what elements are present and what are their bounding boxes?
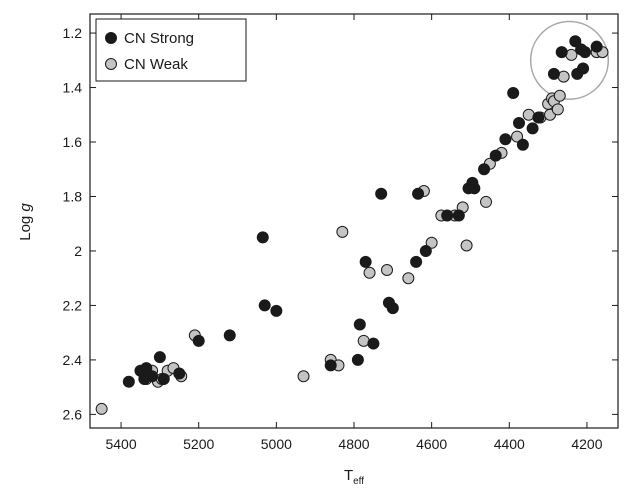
data-point-cn-strong bbox=[353, 318, 366, 331]
data-point-cn-strong bbox=[419, 244, 432, 257]
y-axis-ticks: 1.2 1.4 1.6 1.8 2 2.2 2.4 2.6 bbox=[63, 25, 618, 422]
data-point-cn-strong bbox=[499, 133, 512, 146]
data-point-cn-strong bbox=[157, 372, 170, 385]
data-point-cn-weak bbox=[553, 89, 566, 102]
data-point-cn-strong bbox=[258, 299, 271, 312]
x-tick-label: 4800 bbox=[338, 436, 369, 452]
data-point-cn-strong bbox=[590, 40, 603, 53]
data-point-cn-weak bbox=[425, 236, 438, 249]
data-point-cn-strong bbox=[489, 149, 502, 162]
data-point-cn-strong bbox=[359, 255, 372, 268]
x-tick-label: 4200 bbox=[571, 436, 602, 452]
data-point-cn-strong bbox=[324, 359, 337, 372]
data-point-cn-strong bbox=[555, 46, 568, 59]
legend: CN Strong CN Weak bbox=[95, 18, 247, 82]
data-point-cn-strong bbox=[577, 62, 590, 75]
data-point-cn-strong bbox=[516, 138, 529, 151]
highlight-group bbox=[529, 20, 610, 100]
data-point-cn-strong bbox=[375, 187, 388, 200]
data-point-cn-weak bbox=[480, 195, 492, 208]
y-tick-label: 2.4 bbox=[63, 352, 83, 368]
x-tick-label: 5400 bbox=[105, 436, 136, 452]
data-point-cn-weak bbox=[297, 370, 310, 383]
x-tick-label: 4400 bbox=[494, 436, 525, 452]
y-tick-label: 2 bbox=[74, 243, 82, 259]
data-point-cn-weak bbox=[551, 103, 564, 116]
data-point-cn-strong bbox=[192, 334, 205, 347]
data-point-cn-strong bbox=[569, 35, 582, 48]
legend-label-cn-strong: CN Strong bbox=[124, 30, 194, 47]
y-tick-label: 2.2 bbox=[63, 297, 83, 313]
data-point-cn-strong bbox=[507, 86, 520, 99]
highlight-circle bbox=[529, 20, 610, 100]
data-point-cn-strong bbox=[532, 111, 545, 124]
data-point-cn-strong bbox=[146, 370, 159, 383]
data-point-cn-weak bbox=[336, 225, 349, 238]
data-point-cn-weak bbox=[460, 239, 473, 252]
y-tick-label: 1.6 bbox=[63, 134, 83, 150]
data-point-cn-strong bbox=[367, 337, 380, 350]
data-point-cn-strong bbox=[478, 163, 491, 176]
data-point-cn-strong bbox=[410, 255, 423, 268]
data-point-cn-weak bbox=[363, 266, 376, 279]
data-point-cn-strong bbox=[513, 116, 525, 129]
data-point-cn-strong bbox=[153, 351, 166, 364]
data-point-cn-strong bbox=[412, 187, 425, 200]
data-point-cn-strong bbox=[386, 302, 399, 315]
legend-marker-cn-weak bbox=[105, 58, 117, 70]
data-point-cn-strong bbox=[140, 362, 153, 375]
data-point-cn-weak bbox=[511, 130, 524, 143]
x-tick-label: 5000 bbox=[261, 436, 292, 452]
data-point-cn-strong bbox=[526, 122, 539, 135]
y-tick-label: 1.4 bbox=[63, 80, 83, 96]
data-point-cn-strong bbox=[351, 353, 364, 366]
data-point-cn-weak bbox=[381, 264, 393, 277]
x-tick-label: 4600 bbox=[416, 436, 447, 452]
legend-label-cn-weak: CN Weak bbox=[124, 56, 188, 73]
data-points bbox=[95, 35, 609, 415]
data-point-cn-strong bbox=[452, 209, 465, 222]
legend-box bbox=[95, 18, 247, 82]
y-tick-label: 2.6 bbox=[63, 406, 83, 422]
data-point-cn-weak bbox=[95, 402, 108, 415]
data-point-cn-weak bbox=[402, 272, 415, 285]
y-axis-label: Log g bbox=[17, 203, 34, 241]
data-point-cn-strong bbox=[256, 231, 269, 244]
data-point-cn-strong bbox=[173, 367, 186, 380]
data-point-cn-strong bbox=[547, 67, 560, 80]
data-point-cn-strong bbox=[122, 375, 135, 388]
x-tick-label: 5200 bbox=[183, 436, 214, 452]
x-axis-ticks: 5400 5200 5000 4800 4600 4400 4200 bbox=[105, 14, 603, 452]
y-tick-label: 1.2 bbox=[63, 25, 83, 41]
data-point-cn-strong bbox=[270, 304, 283, 317]
data-point-cn-strong bbox=[223, 329, 236, 342]
x-axis-label: Teff bbox=[344, 467, 364, 487]
legend-marker-cn-strong bbox=[105, 32, 117, 44]
data-point-cn-strong bbox=[468, 182, 481, 195]
data-point-cn-strong bbox=[441, 209, 454, 222]
data-point-cn-strong bbox=[579, 46, 591, 59]
y-tick-label: 1.8 bbox=[63, 188, 83, 204]
